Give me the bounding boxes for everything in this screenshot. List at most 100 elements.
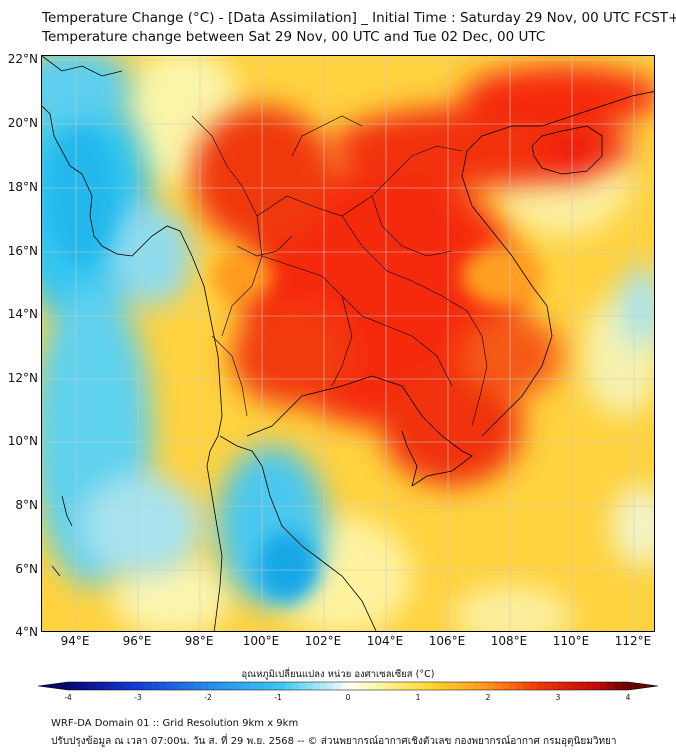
lon-label-102e: 102°E [304,634,342,648]
colorbar-segment [271,682,279,690]
colorbar-segment [558,682,566,690]
coastlines [42,56,654,631]
colorbar-segment [467,682,475,690]
colorbar-segment [194,682,202,690]
colorbar-segment [369,682,377,690]
colorbar-tick: 0 [345,693,351,702]
colorbar-tick: 4 [625,693,631,702]
colorbar-segment [138,682,146,690]
lat-label-8n: 8°N [15,498,38,512]
colorbar-segment [334,682,342,690]
colorbar-segment [89,682,97,690]
lon-label-94e: 94°E [60,634,90,648]
colorbar-tick: 2 [485,693,491,702]
colorbar-segment [117,682,125,690]
colorbar-segment [152,682,160,690]
colorbar-segment [579,682,587,690]
colorbar-segment [593,682,601,690]
colorbar-segment [285,682,293,690]
map-panel [41,55,655,632]
colorbar-segment [173,682,181,690]
colorbar-tick: 3 [555,693,561,702]
colorbar-tick: -3 [134,693,142,702]
colorbar-segment [208,682,216,690]
colorbar-segment [565,682,573,690]
colorbar-segment [299,682,307,690]
lat-label-4n: 4°N [15,625,38,639]
colorbar-segment [544,682,552,690]
colorbar-segment [229,682,237,690]
colorbar-segment [124,682,132,690]
colorbar-segment [236,682,244,690]
colorbar-segment [383,682,391,690]
colorbar-segment [481,682,489,690]
lon-label-100e: 100°E [242,634,280,648]
colorbar-segment [621,682,629,690]
map-subtitle: Temperature change between Sat 29 Nov, 0… [42,29,546,45]
colorbar-tick: -1 [274,693,282,702]
colorbar-segment [201,682,209,690]
colorbar-segment [215,682,223,690]
colorbar-segment [96,682,104,690]
colorbar-segment [180,682,188,690]
colorbar-segment [327,682,335,690]
colorbar-segment [586,682,594,690]
colorbar-segment [313,682,321,690]
colorbar-segment [502,682,510,690]
colorbar-segment [341,682,349,690]
colorbar-segment [362,682,370,690]
colorbar-segment [614,682,622,690]
lat-label-20n: 20°N [7,116,38,130]
colorbar-segment [453,682,461,690]
orange-ring [212,246,542,306]
colorbar-segment [572,682,580,690]
colorbar-segment [292,682,300,690]
colorbar-segment [397,682,405,690]
colorbar-segment [306,682,314,690]
hot-zones [192,66,654,486]
lon-label-106e: 106°E [428,634,466,648]
colorbar-segment [250,682,258,690]
colorbar-segment [243,682,251,690]
colorbar-segment [187,682,195,690]
lat-label-22n: 22°N [7,52,38,66]
colorbar-segment [257,682,265,690]
lon-label-104e: 104°E [366,634,404,648]
colorbar-segment [537,682,545,690]
colorbar-segment [411,682,419,690]
colorbar-min-arrow [38,682,68,690]
colorbar-segment [523,682,531,690]
colorbar-segment [376,682,384,690]
colorbar-segment [159,682,167,690]
colorbar-segment [82,682,90,690]
colorbar-segment [131,682,139,690]
footer-credit: ปรับปรุงข้อมูล ณ เวลา 07:00น. วัน ส. ที่… [51,736,617,747]
colorbar-segment [264,682,272,690]
country-borders [191,115,488,427]
colorbar-segment [439,682,447,690]
colorbar-segment [103,682,111,690]
colorbar-segment [495,682,503,690]
lon-label-112e: 112°E [614,634,652,648]
colorbar-segment [355,682,363,690]
colorbar-segment [425,682,433,690]
colorbar-segment [348,682,356,690]
colorbar-segment [320,682,328,690]
colorbar-tick: -2 [204,693,212,702]
colorbar-segment [607,682,615,690]
colorbar-segment [404,682,412,690]
colorbar-segment [68,682,76,690]
colorbar-tick: 1 [415,693,421,702]
colorbar-segment [509,682,517,690]
map-title: Temperature Change (°C) - [Data Assimila… [42,10,676,26]
lat-label-6n: 6°N [15,562,38,576]
colorbar-outline [38,681,658,691]
lon-label-108e: 108°E [490,634,528,648]
colorbar-segment [516,682,524,690]
footer-domain-info: WRF-DA Domain 01 :: Grid Resolution 9km … [51,718,299,729]
graticule [42,56,654,631]
colorbar-segment [390,682,398,690]
colorbar-segment [432,682,440,690]
colorbar-segment [166,682,174,690]
temperature-change-map [42,56,654,631]
